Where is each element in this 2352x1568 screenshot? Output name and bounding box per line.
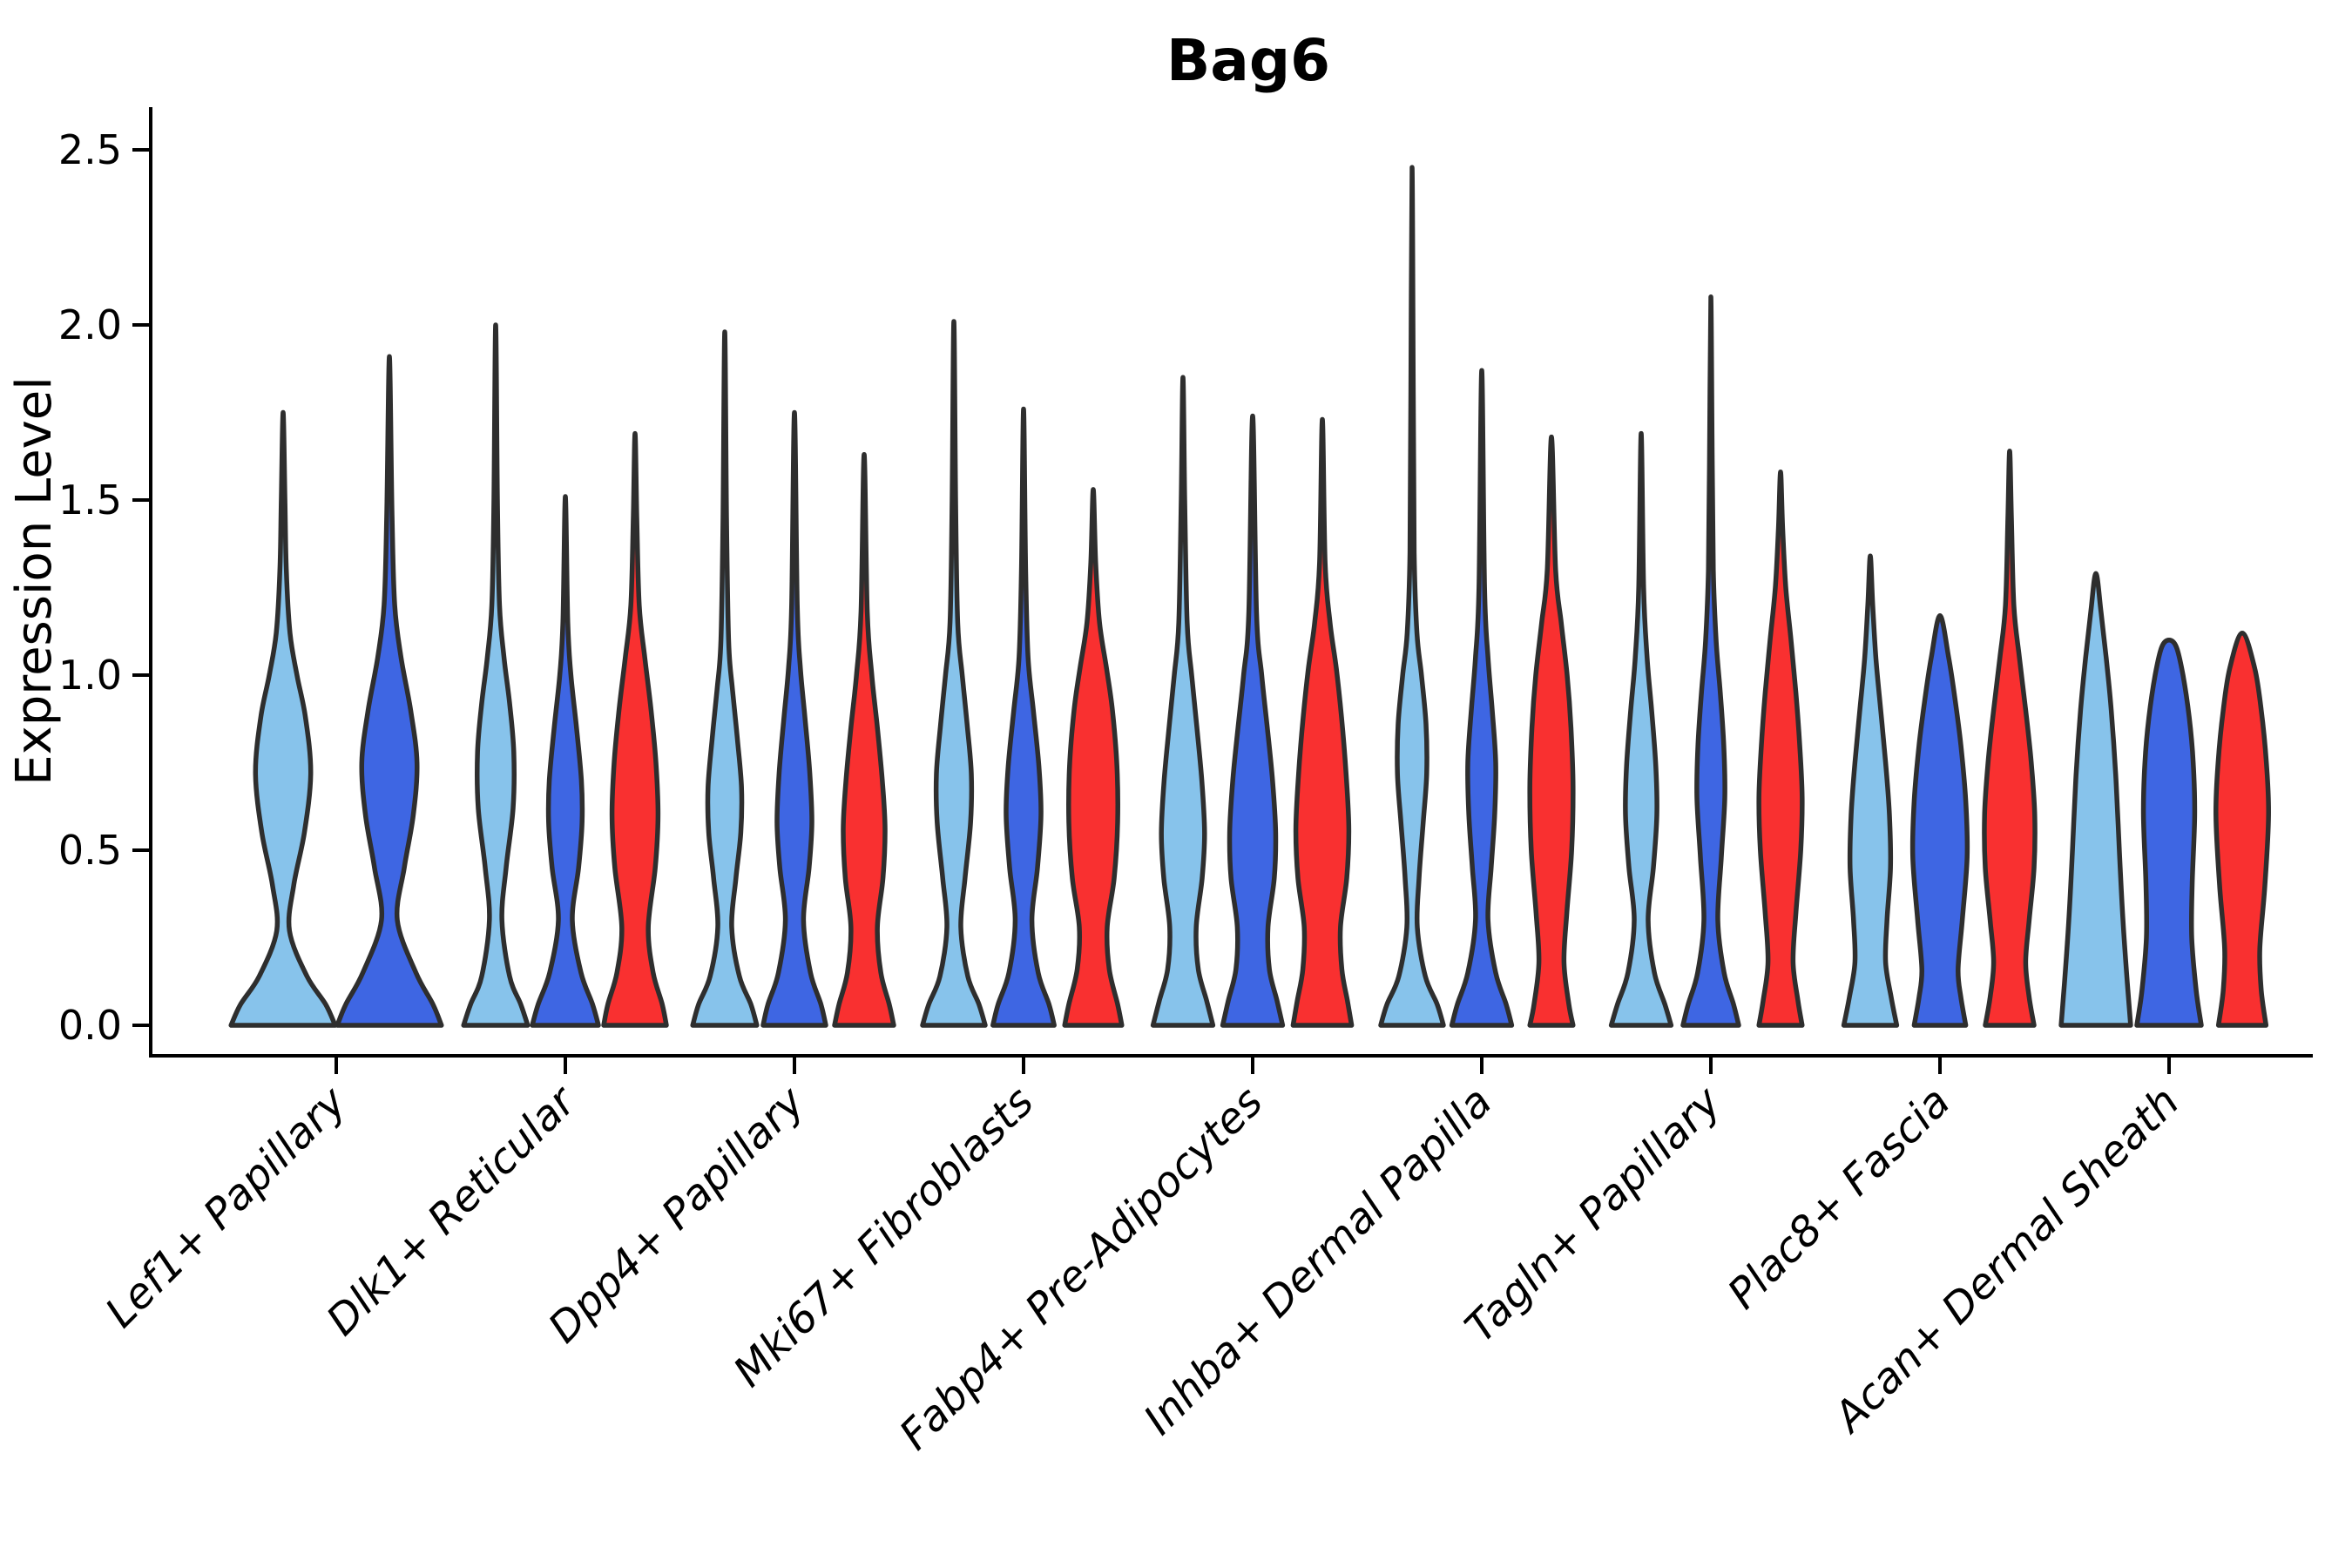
x-tick-label: Fabp4+ Pre-Adipocytes <box>890 1078 1273 1460</box>
y-axis-label: Expression Level <box>6 376 63 786</box>
x-tick-label: Dpp4+ Papillary <box>539 1077 814 1352</box>
violin-tagln+-papillary-light_blue <box>1608 430 1674 1028</box>
violin-dlk1+-reticular-red <box>601 430 669 1028</box>
violin-tagln+-papillary-red <box>1756 470 1805 1028</box>
violin-mki67+-fibroblasts-red <box>1062 487 1125 1028</box>
violin-fabp4+-pre-adipocytes-dark_blue <box>1220 413 1286 1028</box>
y-tick-label: 1.0 <box>58 652 122 699</box>
violin-dlk1+-reticular-light_blue <box>461 322 531 1028</box>
violin-lef1+-papillary-dark_blue <box>335 354 444 1028</box>
violin-tagln+-papillary-dark_blue <box>1680 294 1741 1028</box>
y-tick-label: 0.5 <box>58 827 122 874</box>
violin-mki67+-fibroblasts-dark_blue <box>990 406 1057 1028</box>
x-tick-label: Lef1+ Papillary <box>96 1077 356 1337</box>
violin-inhba+-dermal-papilla-light_blue <box>1378 165 1446 1028</box>
x-tick-label: Tagln+ Papillary <box>1456 1077 1731 1352</box>
violin-lef1+-papillary-light_blue <box>228 409 338 1028</box>
x-tick-label: Dlk1+ Reticular <box>317 1076 587 1346</box>
violin-acan+-dermal-sheath-red <box>2213 631 2271 1028</box>
x-tick-label: Plac8+ Fascia <box>1719 1078 1960 1319</box>
violin-dpp4+-papillary-light_blue <box>690 329 760 1028</box>
violin-plac8+-fascia-light_blue <box>1841 553 1900 1028</box>
violin-plac8+-fascia-red <box>1982 448 2038 1028</box>
violin-dlk1+-reticular-dark_blue <box>530 494 601 1028</box>
violin-mki67+-fibroblasts-light_blue <box>920 319 988 1028</box>
y-tick-label: 0.0 <box>58 1002 122 1049</box>
violin-dpp4+-papillary-red <box>832 451 896 1028</box>
violins-layer <box>228 165 2271 1028</box>
y-tick-label: 2.0 <box>58 301 122 348</box>
violin-acan+-dermal-sheath-light_blue <box>2058 571 2133 1028</box>
violin-acan+-dermal-sheath-dark_blue <box>2134 638 2204 1028</box>
violin-inhba+-dermal-papilla-dark_blue <box>1449 368 1515 1028</box>
violin-plac8+-fascia-dark_blue <box>1909 612 1970 1028</box>
violin-fabp4+-pre-adipocytes-red <box>1290 416 1355 1028</box>
violin-inhba+-dermal-papilla-red <box>1527 434 1576 1028</box>
violin-fabp4+-pre-adipocytes-light_blue <box>1150 375 1216 1028</box>
y-tick-label: 2.5 <box>58 126 122 173</box>
violin-dpp4+-papillary-dark_blue <box>760 409 828 1028</box>
y-tick-label: 1.5 <box>58 476 122 524</box>
chart-title: Bag6 <box>1166 27 1330 94</box>
